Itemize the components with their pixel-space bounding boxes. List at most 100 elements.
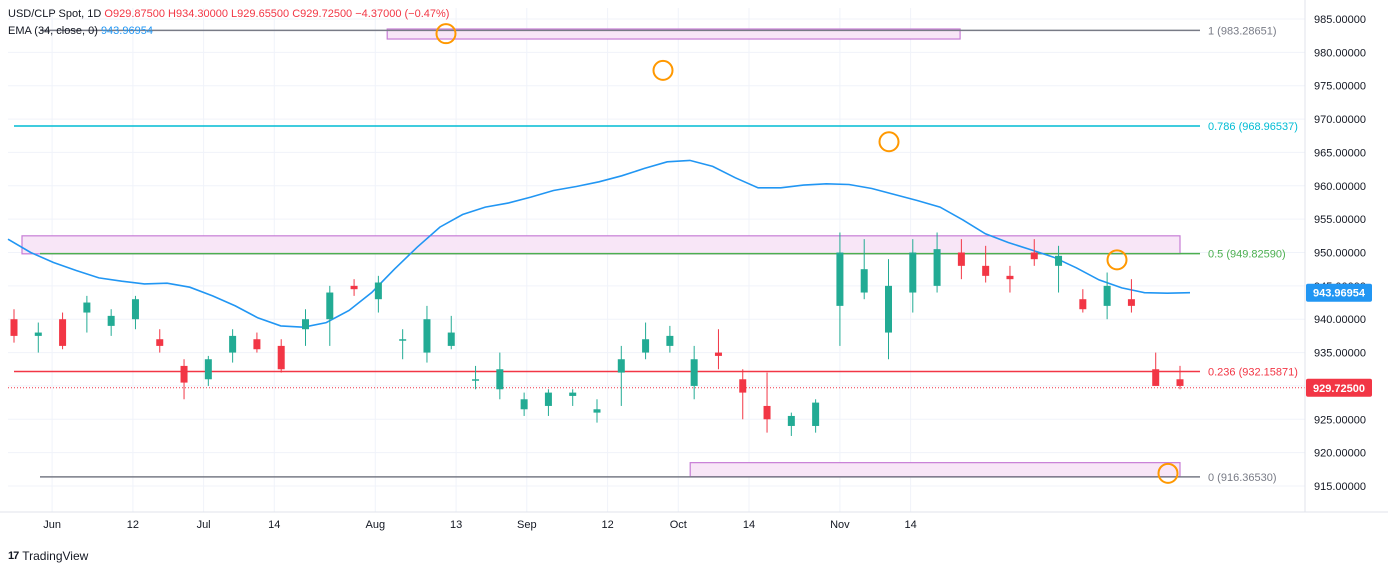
candle xyxy=(423,305,431,363)
candle xyxy=(933,232,941,293)
candle xyxy=(399,329,407,360)
time-axis[interactable]: Jun 12 Jul 14 Aug 13 Sep 12 Oct 14 Nov 14 xyxy=(0,511,1388,531)
candle xyxy=(593,399,601,423)
candle-body xyxy=(180,365,188,383)
candle-body xyxy=(1176,379,1184,386)
candle xyxy=(642,322,650,360)
current-price-tag-label: 929.72500 xyxy=(1313,383,1365,395)
candle-body xyxy=(229,335,237,353)
current-price-tag: 929.72500 xyxy=(1306,378,1372,397)
candle xyxy=(83,295,91,333)
candle xyxy=(59,312,67,350)
candle xyxy=(763,372,771,433)
highlight-zone xyxy=(689,462,1181,478)
time-tick-label: 13 xyxy=(450,519,462,531)
candle-body xyxy=(1030,252,1038,260)
candle xyxy=(277,339,285,373)
candle xyxy=(909,239,917,313)
candle xyxy=(812,399,820,433)
brand-name: TradingView xyxy=(22,549,89,563)
price-tick-label: 975.00000 xyxy=(1314,81,1366,93)
candle xyxy=(982,245,990,283)
candle xyxy=(1176,365,1184,390)
turning-point-marker xyxy=(878,131,900,153)
price-tick-label: 985.00000 xyxy=(1314,14,1366,26)
candle-body xyxy=(131,299,139,320)
legend-ema-label: EMA (34, close, 0) xyxy=(8,25,98,37)
time-tick-label: Oct xyxy=(670,519,687,531)
legend-open: O929.87500 xyxy=(104,8,165,20)
candle xyxy=(10,309,18,343)
time-tick-label: Jul xyxy=(197,519,211,531)
candle xyxy=(544,389,552,416)
chart-grid xyxy=(8,8,1305,512)
legend-low: L929.65500 xyxy=(231,8,290,20)
price-tick-label: 925.00000 xyxy=(1314,414,1366,426)
time-tick-label: Jun xyxy=(43,519,61,531)
price-tick-label: 915.00000 xyxy=(1314,481,1366,493)
ema-price-tag-bg xyxy=(1306,283,1372,302)
candle xyxy=(520,392,528,416)
candle xyxy=(374,275,382,313)
candle xyxy=(569,389,577,406)
candle xyxy=(1079,289,1087,313)
candle xyxy=(229,329,237,363)
candle-body xyxy=(957,252,965,266)
time-tick-label: Aug xyxy=(366,519,386,531)
candle xyxy=(156,329,164,353)
tradingview-brand[interactable]: 17 TradingView xyxy=(8,549,88,563)
candle-body xyxy=(739,379,747,393)
candle xyxy=(690,345,698,400)
candle xyxy=(1127,279,1135,313)
highlight-zones xyxy=(21,28,1181,478)
legend-symbol: USD/CLP Spot, 1D xyxy=(8,8,102,20)
price-tick-label: 965.00000 xyxy=(1314,147,1366,159)
legend-change: −4.37000 (−0.47%) xyxy=(355,8,450,20)
price-tick-label: 940.00000 xyxy=(1314,314,1366,326)
candle-body xyxy=(423,319,431,353)
candle xyxy=(714,329,722,370)
candle-body xyxy=(107,315,115,326)
candle xyxy=(1103,272,1111,320)
price-axis[interactable]: 985.00000 980.00000 975.00000 970.00000 965.… xyxy=(1304,0,1372,512)
turning-point-marker xyxy=(652,59,674,81)
candle-body xyxy=(1152,369,1160,386)
candle-body xyxy=(617,359,625,373)
candle xyxy=(860,239,868,300)
turning-point-markers xyxy=(435,23,1179,484)
candle-body xyxy=(350,285,358,290)
candle-body xyxy=(1079,299,1087,310)
fib-level-label: 1 (983.28651) xyxy=(1208,25,1277,37)
candle-body xyxy=(59,319,67,346)
legend-high: H934.30000 xyxy=(168,8,228,20)
fib-level-label: 0.786 (968.96537) xyxy=(1208,121,1298,133)
ema-line xyxy=(7,159,1191,329)
candle xyxy=(34,322,42,353)
candle xyxy=(131,295,139,330)
candle xyxy=(617,345,625,406)
legend-ema-value: 943.96954 xyxy=(100,25,153,37)
candle xyxy=(472,365,480,390)
candle-body xyxy=(860,269,868,293)
candle-body xyxy=(836,252,844,306)
candle xyxy=(787,412,795,436)
candle-body xyxy=(447,332,455,346)
candle-body xyxy=(83,302,91,313)
candle-body xyxy=(982,265,990,276)
time-tick-label: 14 xyxy=(904,519,916,531)
candle xyxy=(253,332,261,353)
turning-point-marker xyxy=(1106,249,1128,271)
candle xyxy=(739,369,747,420)
turning-point-marker xyxy=(435,23,457,45)
candle-body xyxy=(204,359,212,380)
time-tick-label: 14 xyxy=(268,519,280,531)
candle-body xyxy=(496,369,504,390)
candle-body xyxy=(763,405,771,420)
candle-body xyxy=(909,252,917,293)
candle-body xyxy=(302,319,309,330)
price-tick-label: 950.00000 xyxy=(1314,248,1366,260)
fibonacci-levels: 1 (983.28651) 0.786 (968.96537) 0.5 (949.8… xyxy=(8,25,1305,484)
highlight-zone xyxy=(21,235,1181,255)
candle-body xyxy=(812,402,820,426)
